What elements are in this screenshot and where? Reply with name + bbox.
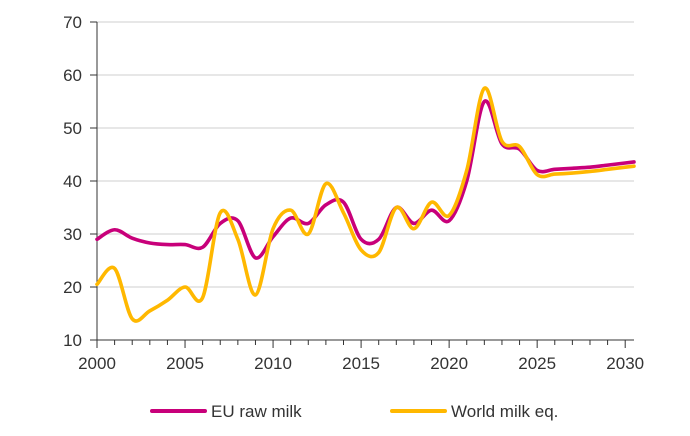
x-tick-label-2000: 2000 — [78, 354, 116, 373]
x-tick-label-2030: 2030 — [606, 354, 644, 373]
axes — [90, 21, 634, 348]
y-tick-label-70: 70 — [63, 13, 82, 32]
y-tick-label-30: 30 — [63, 225, 82, 244]
legend: EU raw milk World milk eq. — [150, 402, 558, 421]
series-line-world-milk-eq — [95, 86, 636, 323]
x-tick-label-2005: 2005 — [166, 354, 204, 373]
x-tick-label-2020: 2020 — [430, 354, 468, 373]
y-tick-label-20: 20 — [63, 278, 82, 297]
y-tick-label-40: 40 — [63, 172, 82, 191]
y-tick-label-50: 50 — [63, 119, 82, 138]
series-line-eu-raw-milk — [95, 99, 636, 260]
y-tick-label-60: 60 — [63, 66, 82, 85]
x-tick-label-2025: 2025 — [518, 354, 556, 373]
legend-label-eu-raw-milk: EU raw milk — [211, 402, 302, 421]
x-tick-label-2010: 2010 — [254, 354, 292, 373]
gridlines — [97, 21, 634, 288]
x-tick-label-2015: 2015 — [342, 354, 380, 373]
series-lines — [95, 86, 636, 323]
legend-label-world-milk-eq: World milk eq. — [451, 402, 558, 421]
y-tick-label-10: 10 — [63, 331, 82, 350]
